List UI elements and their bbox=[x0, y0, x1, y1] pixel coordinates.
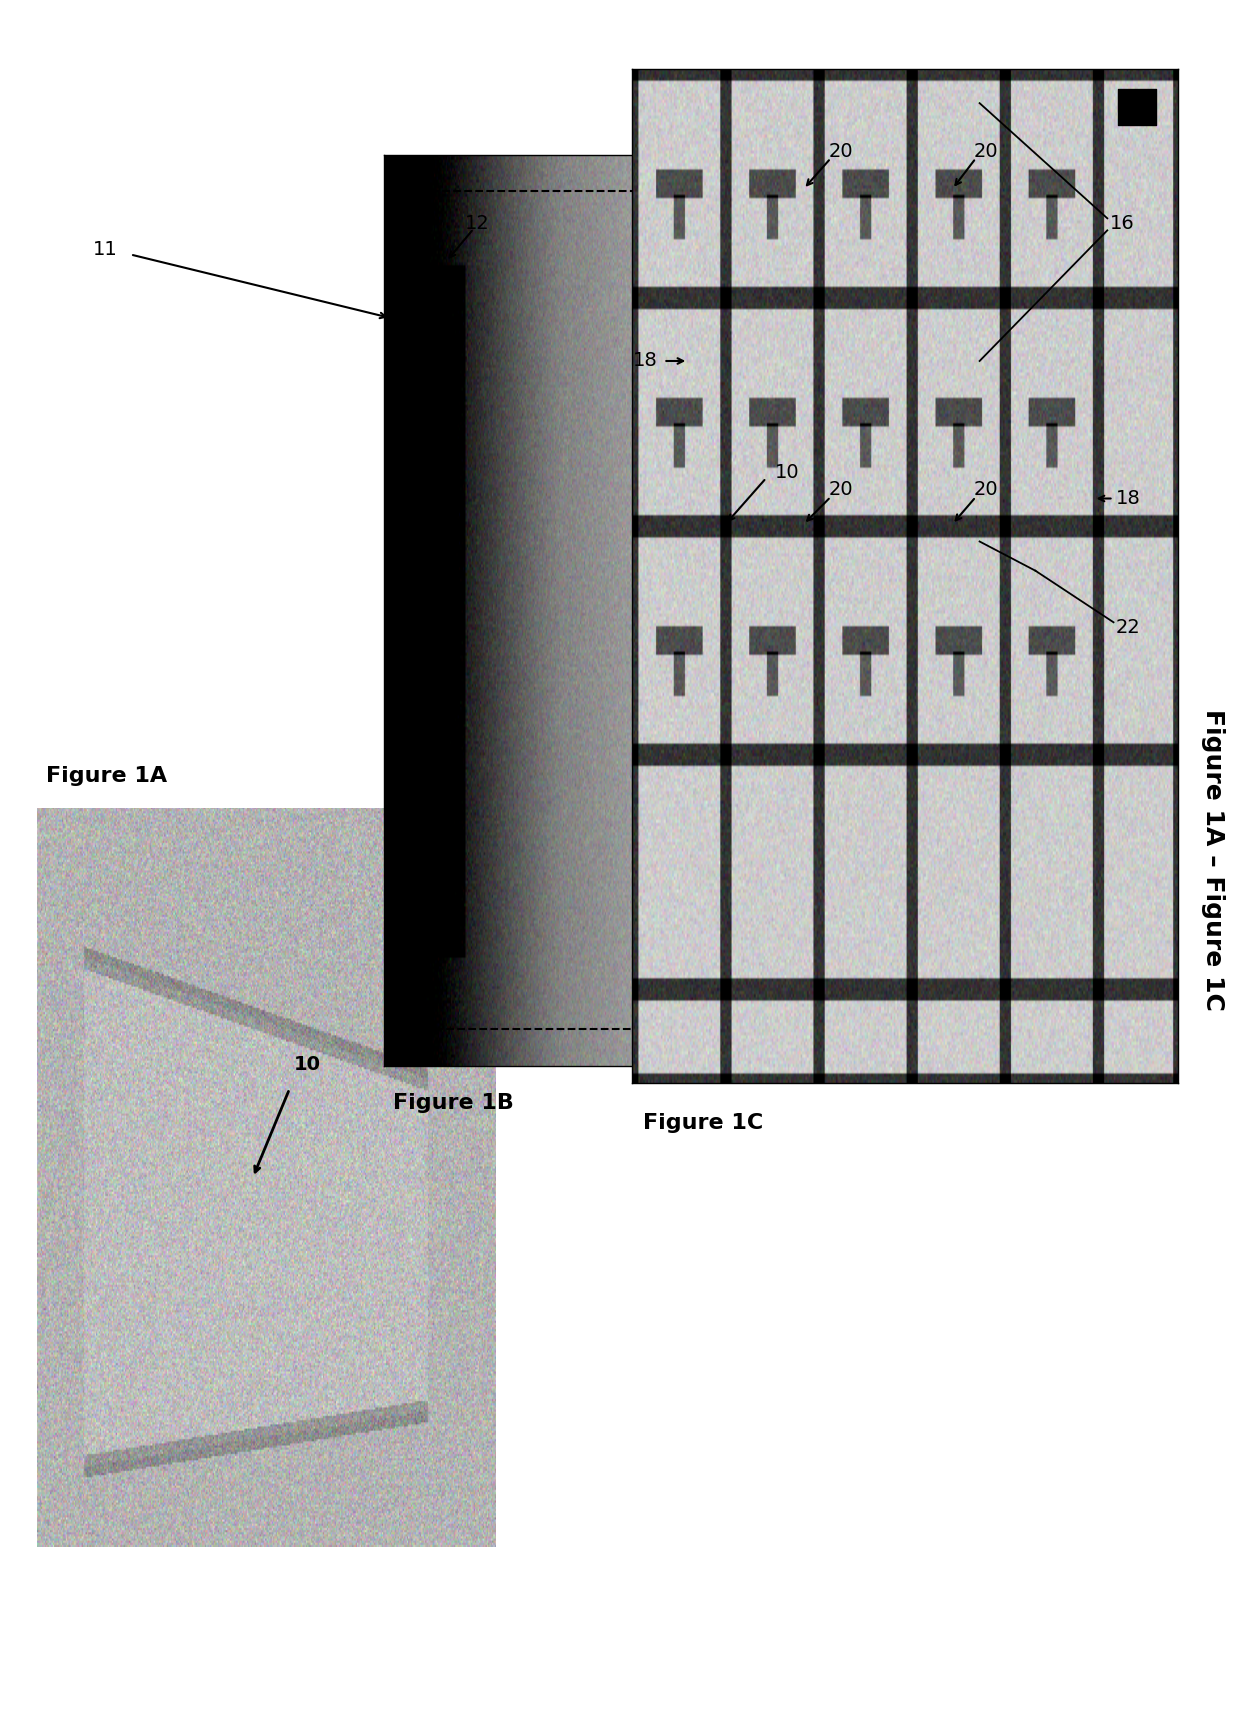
Text: Figure 1C: Figure 1C bbox=[644, 1114, 764, 1133]
Text: 10: 10 bbox=[775, 462, 800, 483]
Text: 20: 20 bbox=[828, 141, 853, 162]
Text: 10: 10 bbox=[294, 1055, 321, 1074]
Text: 22: 22 bbox=[1116, 617, 1141, 638]
Text: 16: 16 bbox=[1110, 213, 1135, 234]
Text: 18: 18 bbox=[1116, 488, 1141, 509]
Text: Figure 1A – Figure 1C: Figure 1A – Figure 1C bbox=[1200, 708, 1225, 1011]
Text: 14: 14 bbox=[409, 333, 434, 354]
Text: 18: 18 bbox=[632, 351, 657, 371]
Text: 20: 20 bbox=[828, 480, 853, 500]
Text: 12: 12 bbox=[465, 213, 490, 234]
Text: Figure 1A: Figure 1A bbox=[46, 765, 167, 786]
Text: 11: 11 bbox=[93, 239, 118, 260]
Text: Figure 1B: Figure 1B bbox=[393, 1093, 515, 1114]
Text: 20: 20 bbox=[973, 141, 998, 162]
Text: 20: 20 bbox=[973, 480, 998, 500]
